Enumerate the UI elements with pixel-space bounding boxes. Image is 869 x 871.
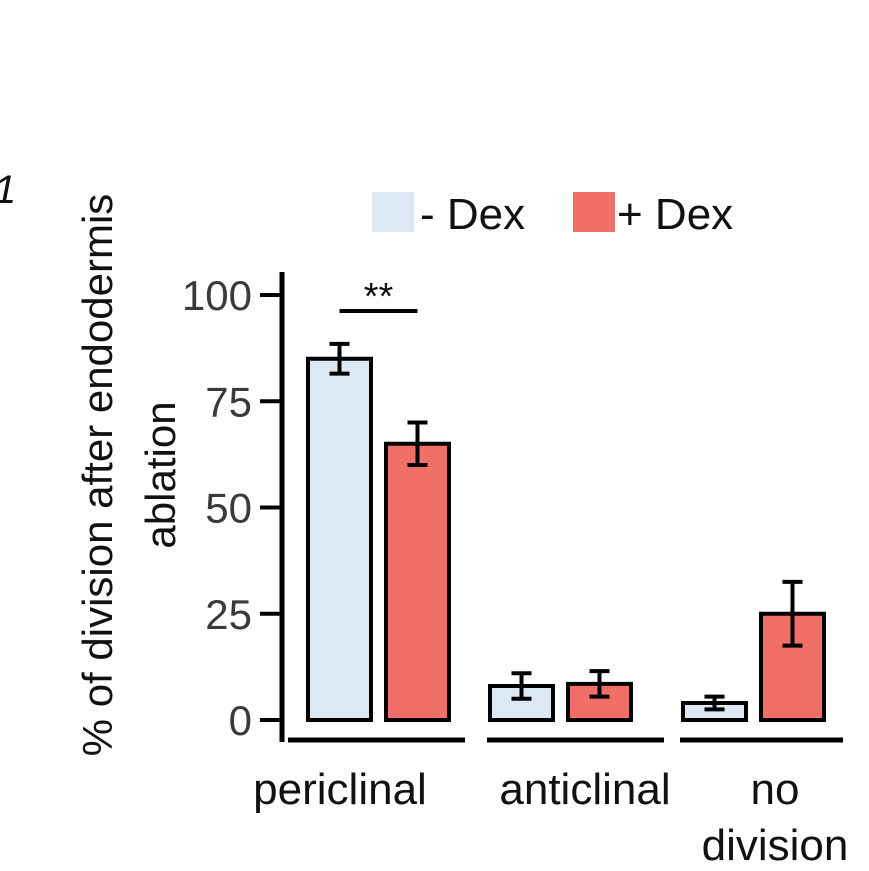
y-axis-label-line-1: % of division after endodermis <box>74 194 121 757</box>
x-tick-label-2: anticlinal <box>499 765 670 814</box>
panel-letter: 1 <box>0 168 16 213</box>
x-tick-label-1: periclinal <box>253 765 427 814</box>
y-tick-label-0: 0 <box>229 697 252 744</box>
y-axis-label-line-2: ablation <box>137 401 184 548</box>
legend: - Dex + Dex <box>372 190 733 239</box>
y-tick-label-100: 100 <box>182 272 252 319</box>
legend-label-2: + Dex <box>617 190 733 239</box>
bar-1-1 <box>306 356 373 722</box>
bar-2-1 <box>384 441 451 722</box>
legend-label-1: - Dex <box>420 190 525 239</box>
x-tick-label-3-line-1: no <box>751 765 800 814</box>
bars: ** <box>306 276 826 722</box>
y-axis-label: % of division after endodermis ablation <box>74 194 184 757</box>
x-axis: periclinal anticlinal no division <box>253 737 849 870</box>
y-axis: 0 25 50 75 100 <box>182 272 285 744</box>
x-tick-label-3-line-2: division <box>702 821 849 870</box>
y-tick-label-25: 25 <box>205 591 252 638</box>
y-tick-label-50: 50 <box>205 485 252 532</box>
significance-label-1: ** <box>364 276 394 318</box>
legend-swatch-2 <box>573 192 615 232</box>
legend-swatch-1 <box>372 192 414 232</box>
y-tick-label-75: 75 <box>205 378 252 425</box>
